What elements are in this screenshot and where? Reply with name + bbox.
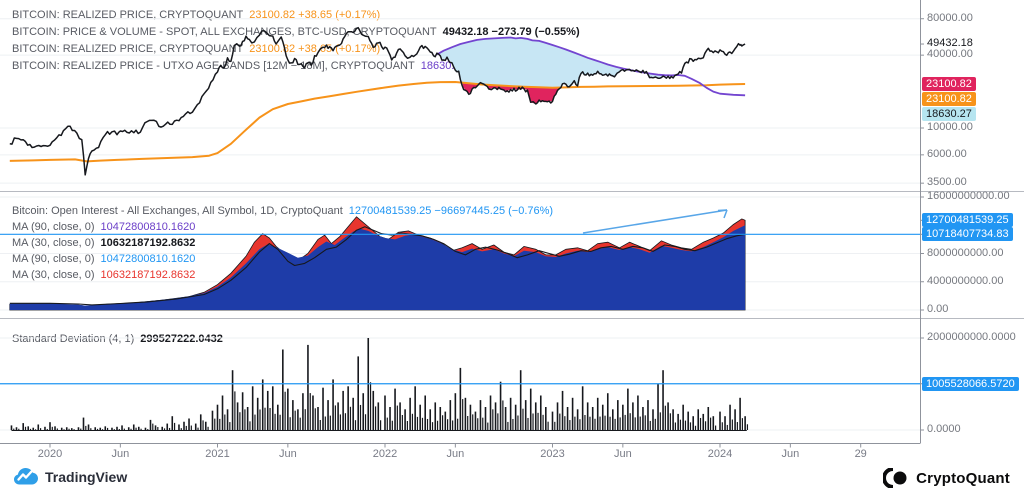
legend-series-value: 299527222.0432 bbox=[140, 333, 223, 345]
open-interest-badge: 10718407734.83 bbox=[922, 227, 1013, 242]
footer: TradingView CryptoQuant bbox=[0, 465, 1024, 500]
legend-row[interactable]: Bitcoin: Open Interest - All Exchanges, … bbox=[12, 203, 553, 219]
open-interest-panel-legend: Bitcoin: Open Interest - All Exchanges, … bbox=[12, 203, 553, 283]
axis-tick-label: 4000000000.00 bbox=[927, 274, 1004, 287]
cryptoquant-logo: CryptoQuant bbox=[883, 468, 1010, 488]
legend-row[interactable]: MA (90, close, 0) 10472800810.1620 bbox=[12, 219, 553, 235]
axis-tick-label: 10000.00 bbox=[927, 121, 973, 133]
time-axis-label: Jun bbox=[781, 448, 800, 460]
axis-tick-label: 0.0000 bbox=[927, 423, 961, 435]
legend-series-name: MA (30, close, 0) bbox=[12, 269, 95, 281]
legend-series-value: 10472800810.1620 bbox=[100, 221, 196, 233]
axis-tick-label: 80000.00 bbox=[927, 11, 973, 24]
cryptoquant-label: CryptoQuant bbox=[916, 469, 1010, 487]
cryptoquant-icon bbox=[883, 468, 907, 488]
axis-tick-label: 3500.00 bbox=[927, 176, 967, 189]
realized-price-line bbox=[9, 81, 746, 163]
time-axis-label: 29 bbox=[854, 448, 867, 460]
axis-tick-label: 0.00 bbox=[927, 303, 949, 315]
tradingview-logo[interactable]: TradingView bbox=[14, 468, 127, 485]
legend-row[interactable]: MA (30, close, 0) 10632187192.8632 bbox=[12, 235, 553, 251]
open-interest-badge: 12700481539.25 bbox=[922, 213, 1013, 228]
legend-series-name: Standard Deviation (4, 1) bbox=[12, 333, 135, 345]
legend-series-value: 18630.27 +0.60 (+0.00%) bbox=[420, 60, 546, 72]
legend-series-value: 10632187192.8632 bbox=[100, 237, 196, 249]
legend-row[interactable]: BITCOIN: REALIZED PRICE, CRYPTOQUANT 2310… bbox=[12, 41, 580, 58]
time-axis-label: 2022 bbox=[372, 448, 398, 460]
tradingview-icon bbox=[14, 468, 38, 485]
legend-series-name: BITCOIN: REALIZED PRICE - UTXO AGE BANDS… bbox=[12, 60, 415, 72]
time-axis-label: 2023 bbox=[540, 448, 565, 460]
time-axis-label: Jun bbox=[613, 448, 632, 460]
legend-series-value: 10472800810.1620 bbox=[100, 253, 196, 265]
legend-series-value: 23100.82 +38.65 (+0.17%) bbox=[249, 9, 381, 21]
legend-series-name: BITCOIN: REALIZED PRICE, CRYPTOQUANT bbox=[12, 43, 244, 55]
time-axis-label: 2021 bbox=[205, 448, 230, 460]
drawdown-fill bbox=[484, 84, 560, 104]
legend-series-value: 12700481539.25 −96697445.25 (−0.76%) bbox=[348, 205, 554, 217]
trend-arrow-head bbox=[717, 209, 728, 219]
time-axis-label: Jun bbox=[111, 448, 130, 460]
time-scale[interactable]: 2020 Jun 2021 Jun 2022 Jun 2023 Jun 2024 Jun 29 bbox=[0, 443, 920, 465]
legend-series-value: 10632187192.8632 bbox=[100, 269, 196, 281]
legend-series-name: Bitcoin: Open Interest - All Exchanges, … bbox=[12, 205, 343, 217]
legend-series-name: BITCOIN: PRICE & VOLUME - SPOT, ALL EXCH… bbox=[12, 26, 437, 38]
legend-row[interactable]: BITCOIN: REALIZED PRICE, CRYPTOQUANT 2310… bbox=[12, 7, 580, 24]
axis-tick-label: 8000000000.00 bbox=[927, 246, 1004, 259]
time-axis-label: 2020 bbox=[37, 448, 63, 460]
price-badge: 23100.82 bbox=[922, 77, 976, 91]
last-price-label: 49432.18 bbox=[927, 37, 973, 50]
std-dev-badge: 1005528066.5720 bbox=[922, 376, 1019, 391]
legend-row[interactable]: BITCOIN: PRICE & VOLUME - SPOT, ALL EXCH… bbox=[12, 24, 580, 41]
tradingview-label: TradingView bbox=[45, 468, 128, 485]
legend-row[interactable]: MA (90, close, 0) 10472800810.1620 bbox=[12, 251, 553, 267]
legend-series-value: 23100.82 +38.65 (+0.17%) bbox=[249, 43, 381, 55]
legend-row[interactable]: MA (30, close, 0) 10632187192.8632 bbox=[12, 267, 553, 283]
legend-series-value: 49432.18 −273.79 (−0.55%) bbox=[442, 26, 580, 38]
axis-tick-label: 6000.00 bbox=[927, 147, 967, 160]
price-scale[interactable]: 80000.00 40000.00 10000.00 6000.00 3500.00 49… bbox=[920, 0, 1024, 443]
legend-row[interactable]: Standard Deviation (4, 1) 299527222.0432 bbox=[12, 331, 223, 348]
legend-row[interactable]: BITCOIN: REALIZED PRICE - UTXO AGE BANDS… bbox=[12, 58, 580, 75]
price-panel-legend: BITCOIN: REALIZED PRICE, CRYPTOQUANT 2310… bbox=[12, 7, 580, 75]
time-axis-label: Jun bbox=[446, 448, 465, 460]
axis-tick-label: 2000000000.0000 bbox=[927, 331, 1016, 343]
time-axis-label: Jun bbox=[278, 448, 297, 460]
utxo-band-fill bbox=[647, 73, 676, 79]
legend-series-name: MA (90, close, 0) bbox=[12, 253, 95, 265]
price-badge: 18630.27 bbox=[922, 107, 976, 121]
legend-series-name: MA (30, close, 0) bbox=[12, 237, 95, 249]
std-dev-panel-legend: Standard Deviation (4, 1) 299527222.0432 bbox=[12, 331, 223, 348]
trend-arrow bbox=[582, 209, 728, 234]
legend-series-name: BITCOIN: REALIZED PRICE, CRYPTOQUANT bbox=[12, 9, 244, 21]
axis-tick-label: 16000000000.00 bbox=[927, 190, 1010, 202]
axis-tick-label: 40000.00 bbox=[927, 48, 973, 61]
time-axis-label: 2024 bbox=[707, 448, 733, 460]
price-badge: 23100.82 bbox=[922, 92, 976, 106]
legend-series-name: MA (90, close, 0) bbox=[12, 221, 95, 233]
drawdown-fill bbox=[462, 82, 479, 94]
